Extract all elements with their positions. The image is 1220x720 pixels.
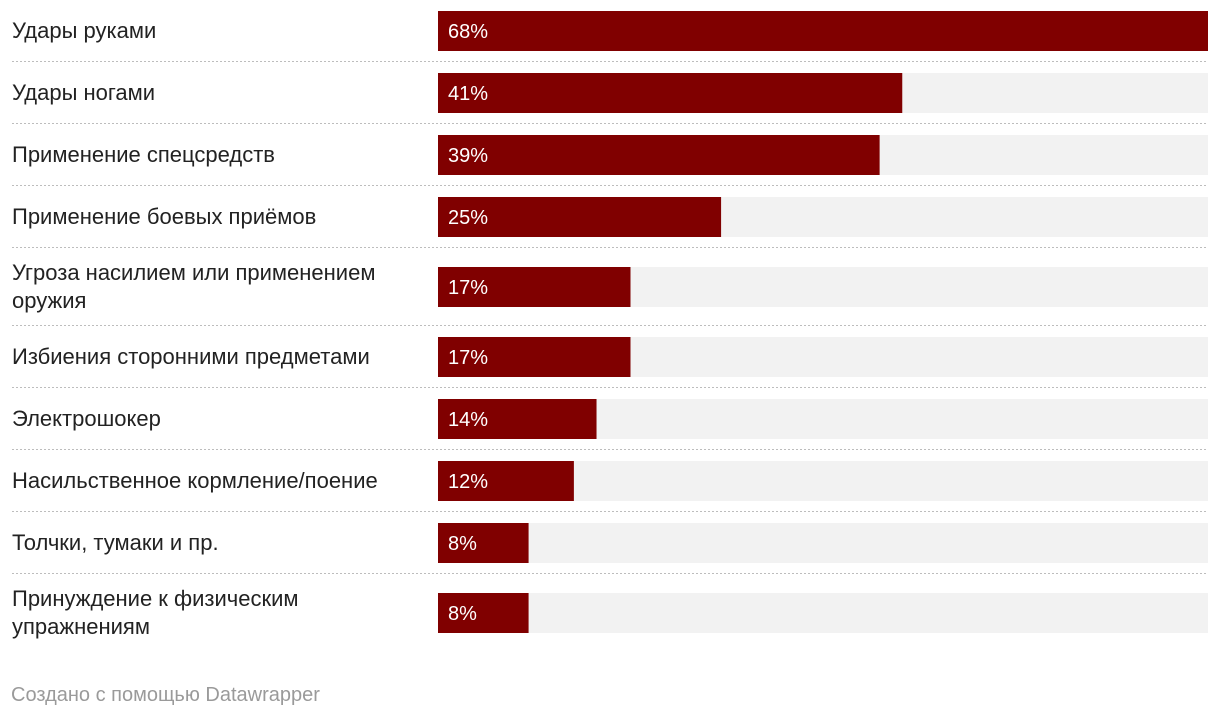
bar-chart: Удары руками 68% Удары ногами 41% Применение… (12, 11, 1208, 639)
category-label: Применение боевых приёмов (12, 204, 316, 229)
bar (438, 337, 631, 377)
bar (438, 267, 631, 307)
value-label: 39% (448, 145, 488, 167)
category-label: Удары руками (12, 18, 156, 43)
value-label: 17% (448, 277, 488, 299)
category-label: Толчки, тумаки и пр. (12, 530, 219, 555)
bar (438, 135, 880, 175)
value-label: 14% (448, 409, 488, 431)
bar (438, 399, 597, 439)
category-label: упражнениям (12, 614, 150, 639)
bar-track (438, 593, 1208, 633)
value-label: 12% (448, 471, 488, 493)
bar (438, 11, 1208, 51)
datawrapper-credit[interactable]: Создано с помощью Datawrapper (11, 684, 320, 706)
category-label: Применение спецсредств (12, 142, 275, 167)
bar (438, 593, 529, 633)
value-label: 8% (448, 533, 477, 555)
bar-track (438, 523, 1208, 563)
bar (438, 197, 722, 237)
category-label: Удары ногами (12, 80, 155, 105)
category-label: оружия (12, 288, 86, 313)
category-label: Избиения сторонними предметами (12, 344, 370, 369)
category-label: Насильственное кормление/поение (12, 468, 378, 493)
category-label: Угроза насилием или применением (12, 260, 375, 285)
bar (438, 461, 574, 501)
value-label: 41% (448, 83, 488, 105)
value-label: 68% (448, 21, 488, 43)
category-label: Принуждение к физическим (12, 586, 299, 611)
value-label: 8% (448, 603, 477, 625)
category-label: Электрошокер (12, 406, 161, 431)
value-label: 25% (448, 207, 488, 229)
bar (438, 523, 529, 563)
bar (438, 73, 903, 113)
value-label: 17% (448, 347, 488, 369)
